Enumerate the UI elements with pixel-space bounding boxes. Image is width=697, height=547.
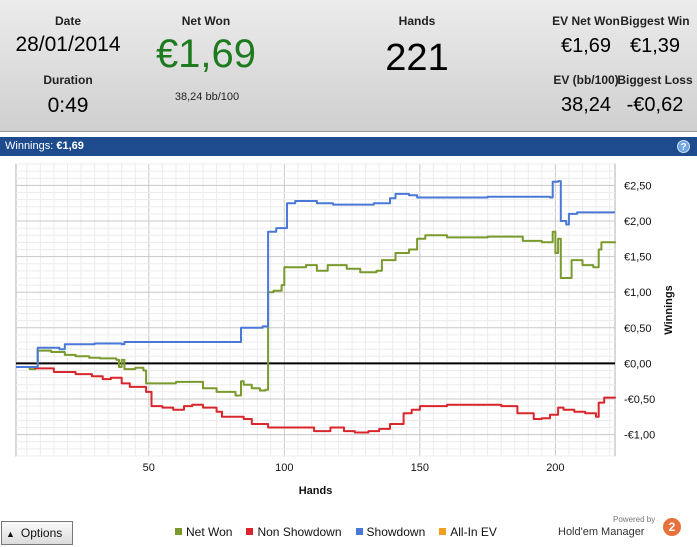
net-won-value: €1,69: [155, 32, 257, 76]
winnings-chart-area: €2,50 €2,00 €1,50 €1,00 €0,50 €0,00 -€0,50 -€1,…: [0, 156, 697, 514]
net-won-bb: 38,24 bb/100: [174, 91, 240, 103]
net-won-label: Net Won: [181, 14, 231, 28]
holdem-manager-badge-icon: 2: [663, 518, 681, 536]
date-value: 28/01/2014: [15, 33, 121, 56]
titlebar-text: Winnings:: [5, 140, 57, 152]
x-tick-label: 200: [546, 462, 564, 474]
legend-swatch: [439, 528, 447, 535]
series-line-showdown: [16, 180, 615, 368]
plot-area: [15, 163, 616, 457]
y-tick-label: €2,00: [624, 216, 652, 228]
ev-bb-value: 38,24: [560, 94, 612, 116]
series-line-non-showdown: [16, 366, 616, 434]
x-axis-title: Hands: [299, 485, 333, 497]
session-summary-panel: Date 28/01/2014 Duration 0:49 Net Won €1…: [0, 0, 697, 132]
legend-item: Non Showdown: [246, 525, 342, 539]
holdem-manager-logo: Hold'em Manager: [558, 526, 645, 538]
y-tick-label: €0,00: [624, 358, 652, 370]
duration-label: Duration: [43, 73, 93, 87]
y-tick-label: €2,50: [624, 180, 652, 192]
legend-item: Showdown: [355, 525, 426, 539]
legend-label: Net Won: [186, 525, 233, 539]
legend-item: Net Won: [175, 525, 232, 539]
legend-item: All-In EV: [439, 525, 497, 539]
x-tick-label: 150: [411, 462, 429, 474]
chevron-up-icon: ▲: [6, 529, 15, 539]
legend-label: Non Showdown: [257, 525, 342, 539]
y-tick-label: €1,00: [624, 287, 652, 299]
help-icon[interactable]: ?: [677, 140, 690, 153]
legend-swatch: [355, 528, 363, 535]
biggest-loss-label: Biggest Loss: [617, 73, 693, 87]
winnings-titlebar: Winnings: €1,69 ?: [0, 137, 697, 156]
titlebar-value: €1,69: [56, 140, 84, 152]
hands-label: Hands: [398, 14, 436, 28]
x-tick-label: 50: [143, 462, 155, 474]
biggest-win-value: €1,39: [629, 35, 681, 57]
footer-bar: ▲ Options Net Won Non Showdown Showdown All-…: [0, 515, 697, 547]
y-tick-label: €0,50: [624, 323, 652, 335]
hands-value: 221: [385, 37, 449, 79]
biggest-loss-value: -€0,62: [626, 94, 684, 116]
series-line-net-won: [16, 230, 616, 397]
y-axis-title: Winnings: [663, 285, 675, 334]
options-label: Options: [20, 526, 63, 540]
y-tick-label: -€1,00: [624, 430, 655, 442]
legend-swatch: [175, 528, 182, 535]
y-tick-label: -€0,50: [624, 394, 655, 406]
legend-label: All-In EV: [450, 525, 497, 539]
y-tick-label: €1,50: [624, 252, 652, 264]
winnings-chart: €2,50 €2,00 €1,50 €1,00 €0,50 €0,00 -€0,50 -€1,…: [15, 163, 675, 497]
biggest-win-label: Biggest Win: [620, 14, 690, 28]
options-button[interactable]: ▲ Options: [1, 521, 73, 545]
date-label: Date: [54, 14, 81, 28]
ev-net-won-label: EV Net Won: [552, 14, 620, 28]
chart-legend: Net Won Non Showdown Showdown All-In EV: [175, 525, 511, 539]
powered-by-text: Powered by: [613, 515, 656, 524]
ev-net-won-value: €1,69: [560, 35, 612, 57]
legend-label: Showdown: [366, 525, 426, 539]
legend-swatch: [246, 528, 254, 535]
ev-bb-label: EV (bb/100): [553, 73, 619, 87]
x-tick-label: 100: [275, 462, 293, 474]
duration-value: 0:49: [47, 94, 89, 117]
